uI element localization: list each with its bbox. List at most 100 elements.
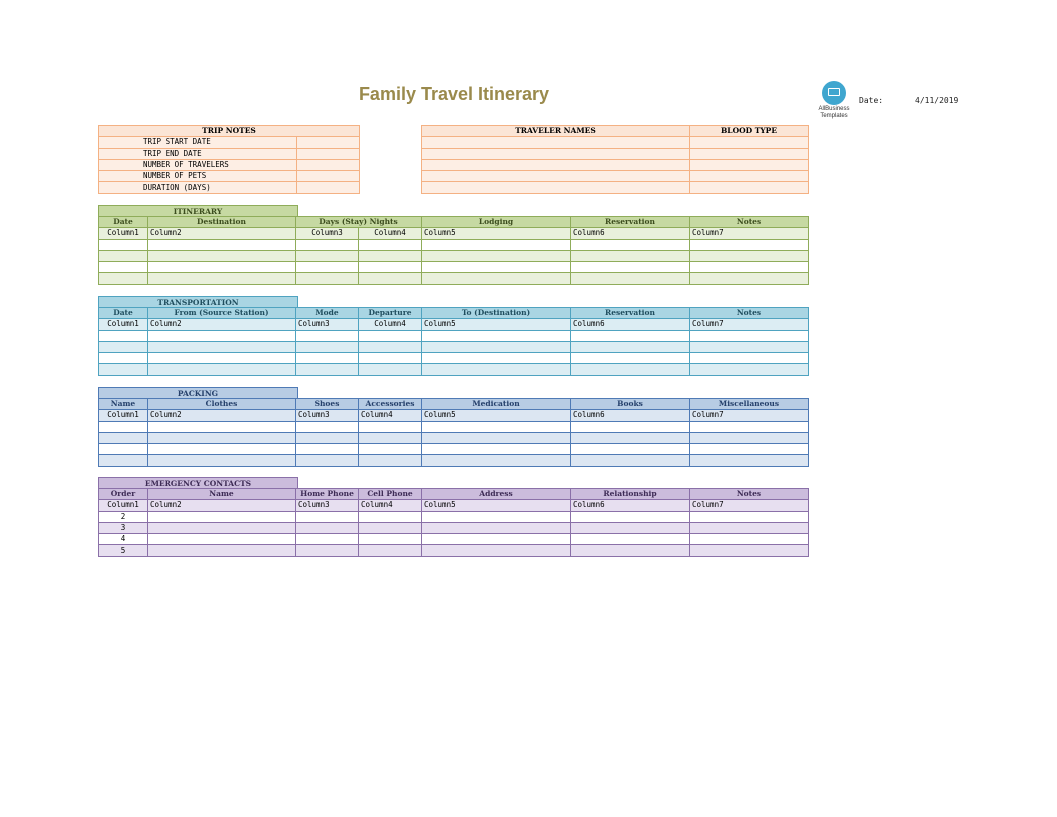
order-cell[interactable]: 5: [98, 544, 148, 557]
col-header-date: Date: [98, 306, 148, 320]
table-cell[interactable]: Column7: [689, 409, 809, 422]
trip-note-value[interactable]: [296, 147, 360, 160]
packing-table: Name Clothes Shoes Accessories Medicatio…: [98, 397, 809, 467]
table-cell[interactable]: Column2: [147, 499, 296, 512]
table-row: [98, 329, 809, 342]
col-header-notes: Notes: [689, 487, 809, 501]
trip-note-value[interactable]: [296, 181, 360, 194]
traveler-names-header: TRAVELER NAMES: [421, 124, 690, 138]
table-cell[interactable]: Column3: [295, 227, 359, 240]
order-cell[interactable]: 4: [98, 533, 148, 546]
table-cell[interactable]: Column5: [421, 318, 571, 331]
blood-type-cell[interactable]: [689, 181, 809, 194]
col-header-lodging: Lodging: [421, 215, 572, 229]
blood-type-cell[interactable]: [689, 136, 809, 149]
table-row: [98, 352, 809, 365]
blood-type-cell[interactable]: [689, 170, 809, 183]
table-cell[interactable]: Column3: [295, 409, 359, 422]
trip-note-label: DURATION (DAYS): [98, 181, 297, 194]
trip-note-value[interactable]: [296, 158, 360, 172]
order-cell[interactable]: 3: [98, 521, 148, 535]
col-header-order: Order: [98, 487, 148, 501]
table-cell[interactable]: Column2: [147, 227, 296, 240]
col-header-from: From (Source Station): [147, 306, 296, 320]
table-cell[interactable]: Column5: [421, 227, 572, 240]
col-header-reservation: Reservation: [570, 215, 691, 229]
page-title: Family Travel Itinerary: [358, 84, 550, 104]
col-header-relationship: Relationship: [570, 487, 690, 501]
transportation-table: Date From (Source Station) Mode Departur…: [98, 306, 809, 376]
brand-logo: AllBusiness Templates: [815, 81, 853, 120]
table-row: 3: [98, 521, 809, 535]
trip-note-value[interactable]: [296, 170, 360, 183]
col-header-name: Name: [147, 487, 296, 501]
emergency-contacts-table: Order Name Home Phone Cell Phone Address…: [98, 487, 809, 557]
logo-text-line1: AllBusiness: [818, 106, 850, 112]
col-header-name: Name: [98, 397, 148, 411]
table-row: [98, 363, 809, 376]
table-row: Column1 Column2 Column3 Column4 Column5 …: [98, 318, 809, 331]
trip-notes-table: TRIP NOTES TRIP START DATE TRIP END DATE…: [98, 124, 360, 194]
col-header-books: Books: [570, 397, 690, 411]
table-row: Column1 Column2 Column3 Column4 Column5 …: [98, 409, 809, 422]
table-cell[interactable]: Column4: [358, 499, 422, 512]
table-cell[interactable]: Column4: [358, 318, 422, 331]
table-cell[interactable]: Column6: [570, 318, 690, 331]
trip-note-label: NUMBER OF TRAVELERS: [98, 158, 297, 172]
traveler-name-cell[interactable]: [421, 136, 690, 149]
trip-note-label: TRIP END DATE: [98, 147, 297, 160]
table-cell[interactable]: Column2: [147, 318, 296, 331]
transportation-section-title: TRANSPORTATION: [98, 296, 298, 308]
laptop-icon: [822, 81, 846, 105]
col-header-address: Address: [421, 487, 571, 501]
table-cell[interactable]: Column6: [570, 499, 690, 512]
table-cell[interactable]: Column1: [98, 499, 148, 512]
traveler-name-cell[interactable]: [421, 158, 690, 172]
trip-note-label: NUMBER OF PETS: [98, 170, 297, 183]
table-cell[interactable]: Column1: [98, 227, 148, 240]
table-row: 5: [98, 544, 809, 557]
table-row: 4: [98, 533, 809, 546]
table-cell[interactable]: Column4: [357, 227, 423, 240]
col-header-mode: Mode: [295, 306, 359, 320]
blood-type-cell[interactable]: [689, 147, 809, 160]
table-cell[interactable]: Column5: [421, 409, 571, 422]
table-row: [98, 420, 809, 433]
trip-note-label: TRIP START DATE: [98, 136, 297, 149]
blood-type-cell[interactable]: [689, 158, 809, 172]
trip-note-value[interactable]: [296, 136, 360, 149]
traveler-name-cell[interactable]: [421, 170, 690, 183]
table-cell[interactable]: Column3: [295, 318, 359, 331]
trip-notes-header: TRIP NOTES: [98, 124, 360, 138]
col-header-accessories: Accessories: [358, 397, 422, 411]
col-header-departure: Departure: [358, 306, 422, 320]
table-cell[interactable]: Column7: [689, 318, 809, 331]
table-cell[interactable]: Column1: [98, 409, 148, 422]
table-row: Column1 Column2 Column3 Column4 Column5 …: [98, 499, 809, 512]
table-cell[interactable]: Column2: [147, 409, 296, 422]
table-cell[interactable]: Column7: [689, 227, 810, 240]
col-header-home-phone: Home Phone: [295, 487, 359, 501]
table-row: Column1 Column2 Column3 Column4 Column5 …: [98, 227, 810, 240]
traveler-name-cell[interactable]: [421, 181, 690, 194]
table-cell[interactable]: Column1: [98, 318, 148, 331]
table-cell[interactable]: Column6: [570, 227, 691, 240]
table-row: [98, 443, 809, 456]
date-label: Date:: [859, 96, 884, 105]
table-row: 2: [98, 510, 809, 523]
col-header-destination: Destination: [147, 215, 296, 229]
table-cell[interactable]: Column6: [570, 409, 690, 422]
date-value[interactable]: 4/11/2019: [915, 96, 959, 105]
packing-section-title: PACKING: [98, 387, 298, 399]
table-cell[interactable]: Column4: [358, 409, 422, 422]
order-cell[interactable]: 2: [98, 510, 148, 523]
col-header-to: To (Destination): [421, 306, 571, 320]
traveler-name-cell[interactable]: [421, 147, 690, 160]
table-cell[interactable]: Column7: [689, 499, 809, 512]
col-header-miscellaneous: Miscellaneous: [689, 397, 809, 411]
table-row: [98, 454, 809, 467]
emergency-section-title: EMERGENCY CONTACTS: [98, 477, 298, 489]
logo-text-line2: Templates: [820, 113, 848, 119]
table-cell[interactable]: Column3: [295, 499, 359, 512]
table-cell[interactable]: Column5: [421, 499, 571, 512]
